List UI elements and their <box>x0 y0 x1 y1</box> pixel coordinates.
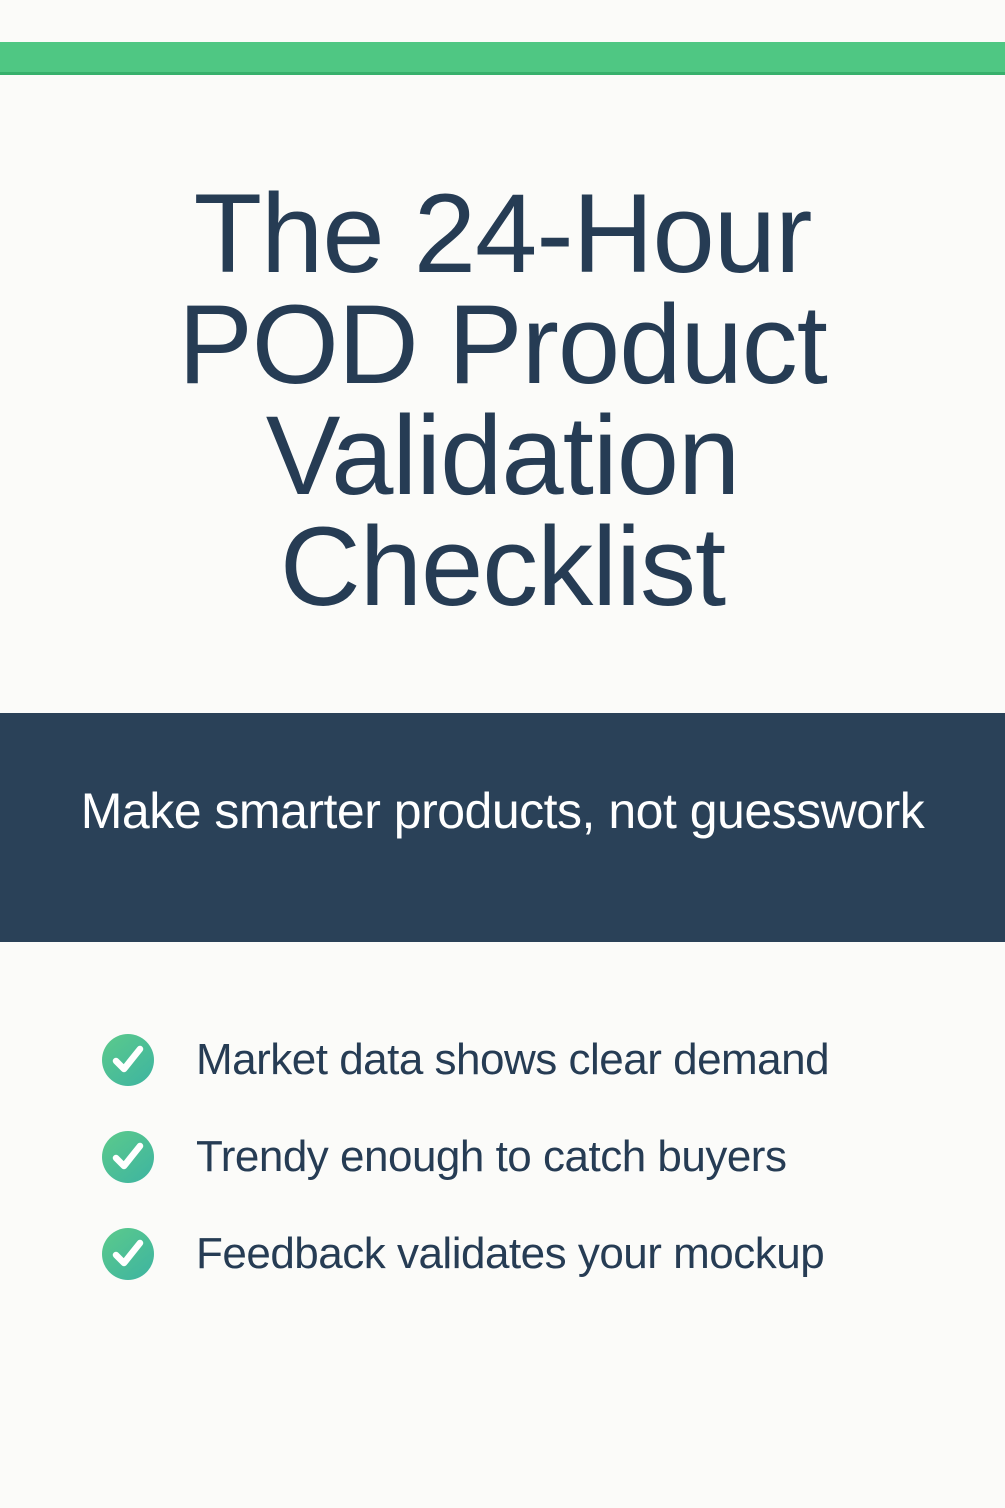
checklist: Market data shows clear demand Trendy en… <box>102 1034 1005 1280</box>
subtitle-banner: Make smarter products, not guesswork <box>0 713 1005 942</box>
check-icon <box>102 1034 154 1086</box>
checklist-item: Trendy enough to catch buyers <box>102 1131 1005 1183</box>
title-line: Validation <box>265 393 741 518</box>
checklist-item: Feedback validates your mockup <box>102 1228 1005 1280</box>
check-icon <box>102 1131 154 1183</box>
top-accent-bar <box>0 42 1005 75</box>
checklist-item-label: Trendy enough to catch buyers <box>196 1132 787 1181</box>
title-line: The 24-Hour <box>193 171 813 296</box>
title-line: Checklist <box>279 504 726 629</box>
checklist-item-label: Market data shows clear demand <box>196 1035 830 1084</box>
check-icon <box>102 1228 154 1280</box>
checklist-item-label: Feedback validates your mockup <box>196 1229 825 1278</box>
checklist-item: Market data shows clear demand <box>102 1034 1005 1086</box>
subtitle-text: Make smarter products, not guesswork <box>80 783 925 839</box>
page-title: The 24-Hour POD Product Validation Check… <box>0 178 1005 623</box>
title-line: POD Product <box>178 282 828 407</box>
